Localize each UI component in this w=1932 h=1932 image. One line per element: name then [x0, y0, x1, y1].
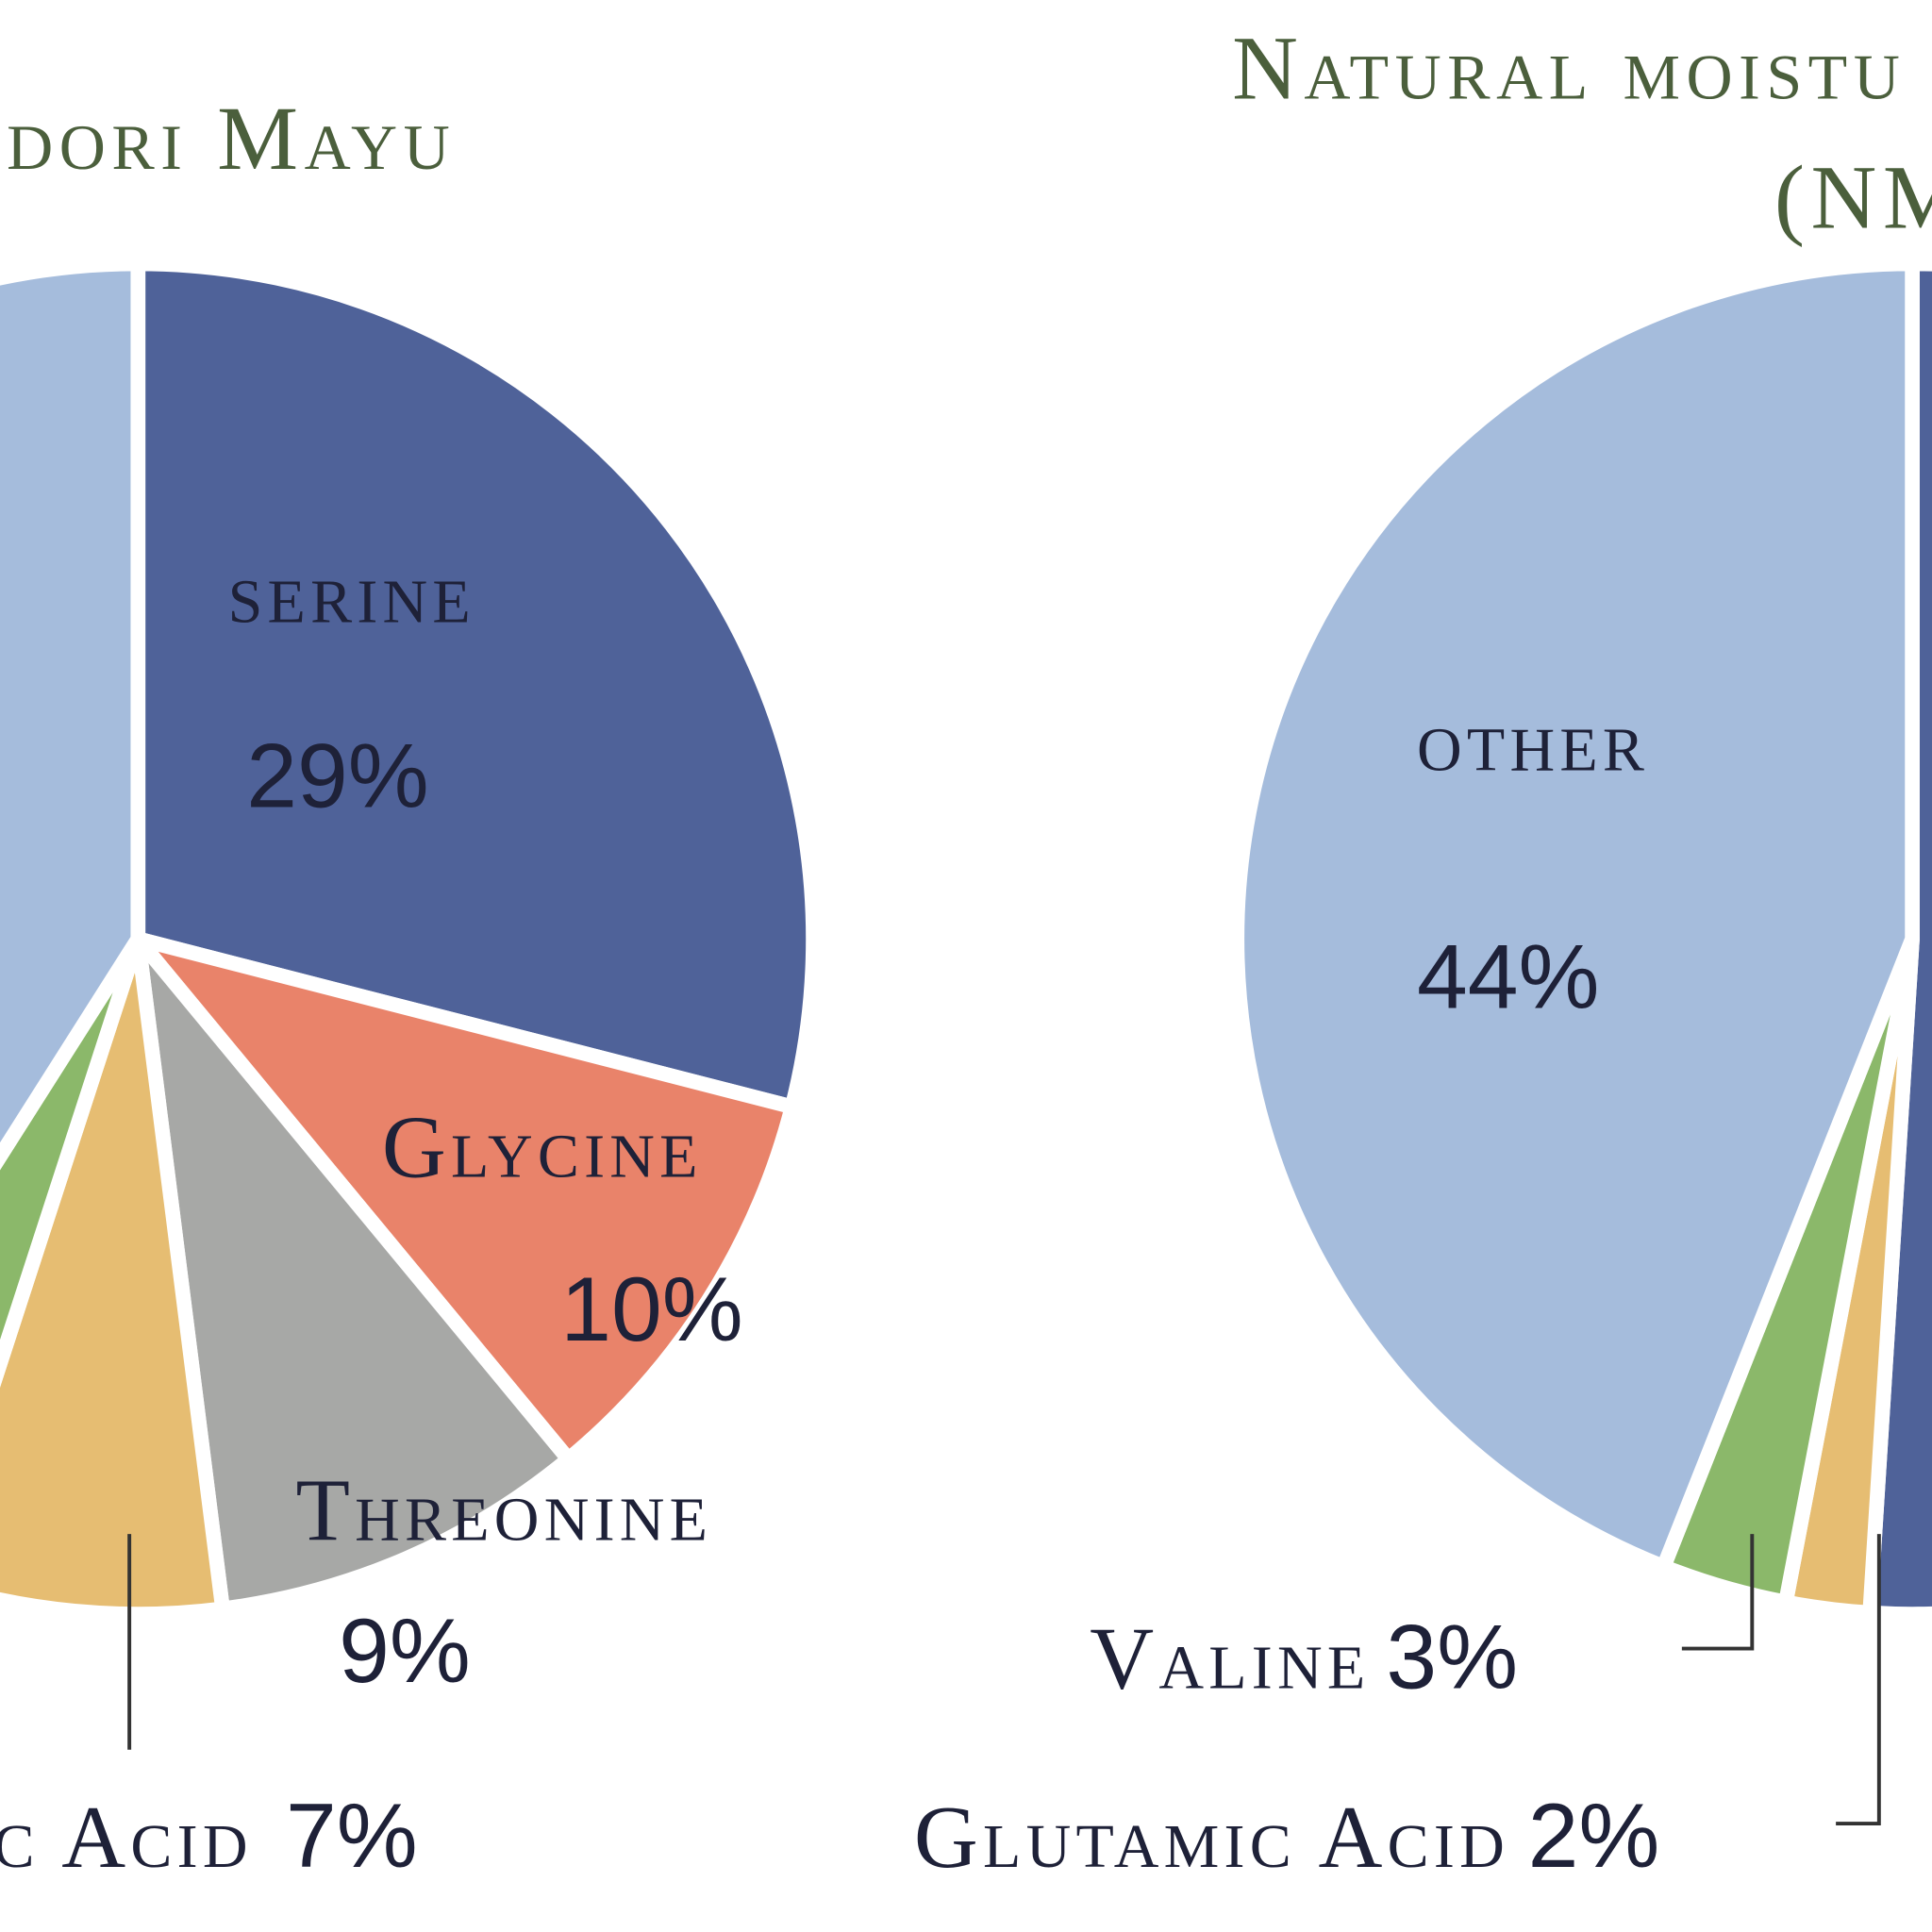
slice-label: Glutamic Acid — [914, 1789, 1509, 1887]
pie-slice — [1229, 256, 1920, 1574]
pie-slice — [0, 256, 146, 1171]
value-label: 44% — [1417, 926, 1599, 1027]
slice-label: Valine — [1090, 1609, 1370, 1707]
value-label: 7% — [286, 1786, 418, 1887]
chart-title: Natural moistu — [1232, 17, 1906, 118]
chart-subtitle: (NM — [1774, 147, 1932, 248]
pie-slice — [130, 931, 800, 1467]
slice-label: c Acid — [0, 1789, 253, 1887]
chart-title: dori Mayu — [7, 88, 456, 189]
slice-label: other — [1417, 691, 1649, 790]
value-label: 29% — [246, 726, 428, 827]
slice-label: serine — [228, 544, 475, 642]
value-label: 9% — [339, 1601, 471, 1702]
pies — [0, 256, 1932, 1622]
value-label: 10% — [560, 1259, 742, 1360]
pie-slice — [130, 931, 576, 1617]
pie-slice — [130, 256, 821, 1115]
labels: serine 29% Glycine 10% Threonine 9% c Acid 7% Gl… — [0, 544, 1659, 1887]
value-label: 3% — [1386, 1607, 1518, 1707]
pie-slice — [0, 931, 146, 1388]
slice-label: Glycine — [382, 1098, 703, 1196]
leader-line — [1681, 1534, 1755, 1651]
value-label: 2% — [1528, 1786, 1660, 1887]
leader-line — [1836, 1534, 1881, 1826]
pie-slice — [0, 931, 230, 1622]
slice-label: Threonine — [295, 1462, 712, 1560]
